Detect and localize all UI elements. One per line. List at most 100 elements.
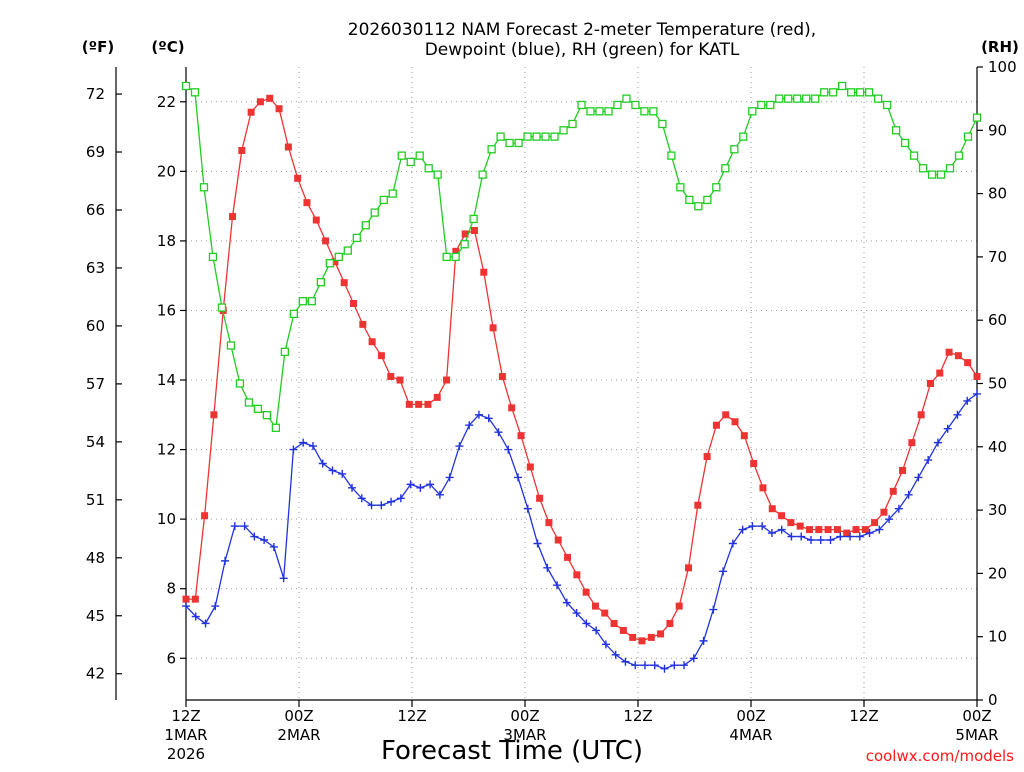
rh-tick-label: 100: [988, 58, 1017, 76]
dewpoint-point: [738, 525, 747, 534]
temperature-point: [564, 553, 572, 561]
fahrenheit-tick-label: 57: [86, 375, 105, 393]
temperature-point: [740, 432, 748, 440]
celsius-tick-label: 22: [157, 93, 176, 111]
x-tick-label: 2026: [167, 745, 205, 763]
temperature-point: [359, 320, 367, 328]
fahrenheit-tick-label: 66: [86, 201, 105, 219]
x-axis-label: Forecast Time (UTC): [381, 736, 643, 766]
temperature-point: [647, 633, 655, 641]
rh-point: [424, 164, 433, 173]
dewpoint-point: [387, 497, 396, 506]
rh-point: [631, 100, 640, 110]
celsius-tick-label: 6: [166, 649, 176, 667]
series-relative-humidity: [181, 81, 982, 432]
dewpoint-point: [601, 640, 610, 649]
rh-point: [766, 100, 775, 110]
dewpoint-point: [650, 661, 659, 670]
rh-point: [640, 107, 649, 116]
rh-tick-label: 10: [988, 628, 1007, 646]
rh-point: [496, 132, 505, 141]
dewpoint-point: [230, 522, 239, 531]
dewpoint-point: [338, 469, 347, 478]
dewpoint-point: [953, 410, 962, 419]
dewpoint-point: [504, 445, 513, 454]
rh-point: [649, 107, 658, 116]
temperature-point: [824, 526, 832, 534]
dewpoint-point: [308, 442, 317, 451]
temperature-point: [508, 404, 516, 412]
rh-point: [487, 145, 496, 154]
temperature-point: [917, 411, 925, 419]
dewpoint-point: [787, 532, 796, 541]
dewpoint-point: [435, 490, 444, 499]
dewpoint-point: [914, 473, 923, 482]
temperature-point: [294, 174, 302, 182]
temperature-point: [843, 529, 851, 537]
dewpoint-point: [680, 661, 689, 670]
temperature-point: [368, 338, 376, 346]
rh-point: [802, 94, 811, 103]
rh-tick-label: 20: [988, 564, 1007, 582]
dewpoint-point: [396, 494, 405, 503]
temperature-point: [210, 411, 218, 419]
rh-point: [343, 246, 352, 255]
fahrenheit-tick-label: 63: [86, 259, 105, 277]
dewpoint-point: [728, 539, 737, 548]
dewpoint-point: [894, 504, 903, 513]
x-tick-label: 5MAR: [955, 726, 998, 744]
ticks-layer: 6 8 10 12 14 16 18 20 22 42 45 48 51 54 57 60 63 66 69 72 0 1…: [86, 58, 1017, 763]
rh-point: [820, 88, 829, 97]
credit-text: coolwx.com/models: [866, 747, 1014, 765]
rh-point: [469, 214, 478, 224]
rh-point: [891, 126, 901, 135]
rh-point: [208, 252, 218, 262]
rh-point: [190, 88, 200, 97]
rh-point: [433, 170, 442, 179]
fahrenheit-tick-label: 69: [86, 143, 105, 161]
dewpoint-point: [748, 522, 757, 531]
dewpoint-point: [465, 421, 474, 430]
rh-point: [622, 94, 631, 103]
chart-title-line2: Dewpoint (blue), RH (green) for KATL: [425, 40, 740, 60]
rh-point: [838, 81, 847, 91]
chart-title-line1: 2026030112 NAM Forecast 2-meter Temperat…: [348, 20, 816, 40]
temperature-point: [880, 508, 888, 516]
dewpoint-point: [777, 525, 786, 534]
temperature-point: [387, 373, 395, 381]
rh-tick-label: 30: [988, 501, 1007, 519]
x-tick-label: 00Z: [962, 707, 991, 725]
temperature-point: [861, 526, 869, 534]
dewpoint-point: [367, 501, 376, 510]
temperature-point: [787, 519, 795, 527]
rh-point: [882, 100, 892, 110]
temperature-point: [256, 98, 264, 106]
rh-point: [963, 132, 973, 141]
x-tick-label: 12Z: [397, 707, 426, 725]
temperature-point: [964, 359, 972, 367]
dewpoint-point: [806, 536, 815, 545]
rh-point: [406, 157, 415, 167]
temperature-point: [675, 602, 683, 610]
x-tick-label: 12Z: [171, 707, 200, 725]
dewpoint-point: [318, 459, 327, 468]
temperature-point: [433, 393, 441, 401]
rh-point: [613, 100, 622, 110]
rh-point: [586, 107, 595, 116]
rh-point: [244, 398, 254, 407]
rh-point: [307, 297, 316, 306]
temperature-point: [852, 526, 860, 534]
dewpoint-point: [514, 473, 523, 482]
rh-point: [694, 202, 703, 211]
rh-tick-label: 0: [988, 691, 998, 709]
dewpoint-point: [279, 574, 288, 583]
dewpoint-point: [660, 664, 669, 673]
dewpoint-point: [709, 605, 718, 614]
fahrenheit-tick-label: 45: [86, 607, 105, 625]
rh-point: [864, 88, 874, 97]
relative-humidity-line: [185, 85, 978, 430]
dewpoint-point: [260, 536, 269, 545]
fahrenheit-tick-label: 72: [86, 85, 105, 103]
rh-point: [379, 195, 388, 205]
dewpoint-point: [445, 473, 454, 482]
